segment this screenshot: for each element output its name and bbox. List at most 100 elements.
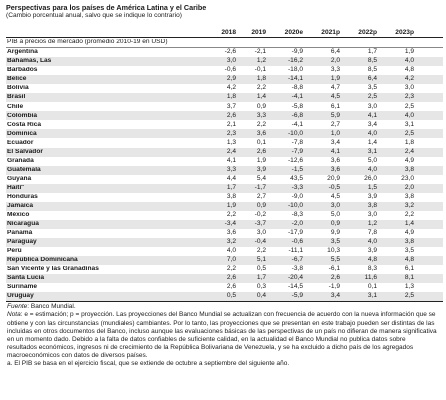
table-cell: 2,0 — [330, 57, 340, 65]
country-label: Costa Rica — [7, 121, 42, 128]
country-label: Chile — [7, 103, 24, 110]
table-cell: 4,1 — [330, 147, 340, 155]
table-cell: 3,5 — [330, 238, 340, 246]
table-cell: 4,8 — [404, 66, 414, 74]
table-cell: 1,0 — [330, 129, 340, 137]
table-cell: 6,4 — [330, 48, 340, 56]
country-label: Uruguay — [7, 293, 34, 300]
country-label: Santa Lucía — [7, 275, 45, 282]
table-cell: 1,2 — [256, 57, 266, 65]
table-cell: 3,1 — [404, 120, 414, 128]
country-label: Barbados — [7, 67, 38, 74]
table-cell: 3,0 — [226, 57, 236, 65]
table-cell: -10,0 — [287, 129, 303, 137]
table-cell: -3,8 — [291, 265, 303, 273]
table-row: México 2,2 -0,2 -8,3 5,0 3,0 2,2 — [6, 211, 443, 220]
table-cell: 4,0 — [367, 129, 377, 137]
table-cell: 3,6 — [226, 229, 236, 237]
table-cell: -17,9 — [287, 229, 303, 237]
section-label-row: PIB a precios de mercado (promedio 2010-… — [6, 38, 443, 48]
table-cell: 1,9 — [404, 48, 414, 56]
country-label: Suriname — [7, 284, 38, 291]
table-cell: 2,2 — [256, 247, 266, 255]
country-name: Suriname — [6, 284, 204, 291]
table-cell: 8,5 — [367, 66, 377, 74]
table-cell: -3,7 — [254, 220, 266, 228]
table-cell: -16,2 — [287, 57, 303, 65]
table-cell: 1,8 — [226, 93, 236, 101]
table-row: Panamá 3,6 3,0 -17,9 9,9 7,8 4,9 — [6, 229, 443, 238]
table-cell: 4,0 — [404, 111, 414, 119]
table-cell: 1,7 — [367, 48, 377, 56]
table-cell: 4,5 — [330, 192, 340, 200]
table-cell: 1,8 — [256, 75, 266, 83]
table-cell: -12,6 — [287, 156, 303, 164]
table-cell: 26,0 — [364, 174, 377, 182]
table-cell: 0,1 — [256, 138, 266, 146]
table-cell: 4,1 — [226, 156, 236, 164]
table-cell: 2,0 — [404, 183, 414, 191]
table-cell: 23,0 — [401, 174, 414, 182]
country-name: Santa Lucía — [6, 275, 204, 282]
table-cell: -6,1 — [328, 265, 340, 273]
table-cell: 6,1 — [330, 102, 340, 110]
table-cell: -4,1 — [291, 120, 303, 128]
table-notes: Fuente: Banco Mundial. Nota: e = estimac… — [6, 303, 443, 368]
source-text: : Banco Mundial. — [27, 303, 76, 311]
table-cell: 6,4 — [367, 75, 377, 83]
col-header: 2021p — [321, 29, 340, 37]
table-cell: 3,0 — [367, 102, 377, 110]
country-name: República Dominicana — [6, 257, 204, 264]
table-cell: 11,6 — [364, 274, 377, 282]
table-cell: -8,3 — [291, 211, 303, 219]
table-cell: 8,1 — [404, 274, 414, 282]
table-cell: 3,2 — [404, 202, 414, 210]
country-label: Honduras — [7, 193, 38, 200]
table-row: Guatemala 3,3 3,9 -1,5 3,6 4,0 3,8 — [6, 165, 443, 175]
table-cell: -9,0 — [291, 192, 303, 200]
table-row: Haitía 1,7 -1,7 -3,3 -0,5 1,5 2,0 — [6, 183, 443, 193]
table-cell: 7,0 — [226, 256, 236, 264]
table-cell: -2,6 — [224, 48, 236, 56]
table-cell: -2,1 — [254, 48, 266, 56]
col-header: 2023p — [395, 29, 414, 37]
table-row: Paraguay 3,2 -0,4 -0,6 3,5 4,0 3,8 — [6, 237, 443, 248]
country-label: Belice — [7, 76, 27, 83]
table-row: Uruguay 0,5 0,4 -5,9 3,4 3,1 2,5 — [6, 292, 443, 302]
table-cell: 1,7 — [256, 274, 266, 282]
table-cell: 2,5 — [404, 129, 414, 137]
table-row: Brasil 1,8 1,4 -4,1 4,5 2,5 2,3 — [6, 93, 443, 103]
table-row: Jamaica 1,9 0,9 -10,0 3,0 3,8 3,2 — [6, 201, 443, 211]
country-name: Barbados — [6, 67, 204, 74]
nota-text: : e = estimación; p = proyección. Las pr… — [7, 311, 437, 359]
table-cell: -0,5 — [328, 183, 340, 191]
table-cell: -0,4 — [254, 238, 266, 246]
country-label: Perú — [7, 248, 22, 255]
table-cell: 2,9 — [226, 75, 236, 83]
table-cell: 4,1 — [367, 111, 377, 119]
table-cell: 1,9 — [330, 75, 340, 83]
source-label: Fuente — [7, 303, 28, 311]
country-name: Argentina — [6, 49, 204, 56]
country-name: Honduras — [6, 194, 204, 201]
table-cell: 2,2 — [256, 120, 266, 128]
table-row: Suriname 2,6 0,3 -14,5 -1,9 0,1 1,3 — [6, 283, 443, 292]
table-cell: 2,7 — [256, 192, 266, 200]
country-name: Chile — [6, 104, 204, 111]
col-header: 2018 — [221, 29, 236, 37]
table-cell: 5,5 — [330, 256, 340, 264]
table-row: El Salvador 2,4 2,6 -7,9 4,1 3,1 2,4 — [6, 147, 443, 157]
table-cell: -1,7 — [254, 183, 266, 191]
table-row: San Vicente y las Granadinas 2,2 0,5 -3,8 -6… — [6, 265, 443, 274]
table-cell: 0,1 — [367, 283, 377, 291]
table-cell: 5,0 — [330, 211, 340, 219]
table-cell: 3,0 — [404, 84, 414, 92]
country-name: Belice — [6, 76, 204, 83]
table-cell: -8,8 — [291, 84, 303, 92]
table-row: Argentina -2,6 -2,1 -9,9 6,4 1,7 1,9 — [6, 48, 443, 57]
table-row: Bahamas, Las 3,0 1,2 -16,2 2,0 8,5 4,0 — [6, 57, 443, 67]
table-cell: 0,9 — [256, 102, 266, 110]
table-cell: -2,0 — [291, 220, 303, 228]
country-label: Argentina — [7, 49, 38, 56]
col-header: 2022p — [358, 29, 377, 37]
